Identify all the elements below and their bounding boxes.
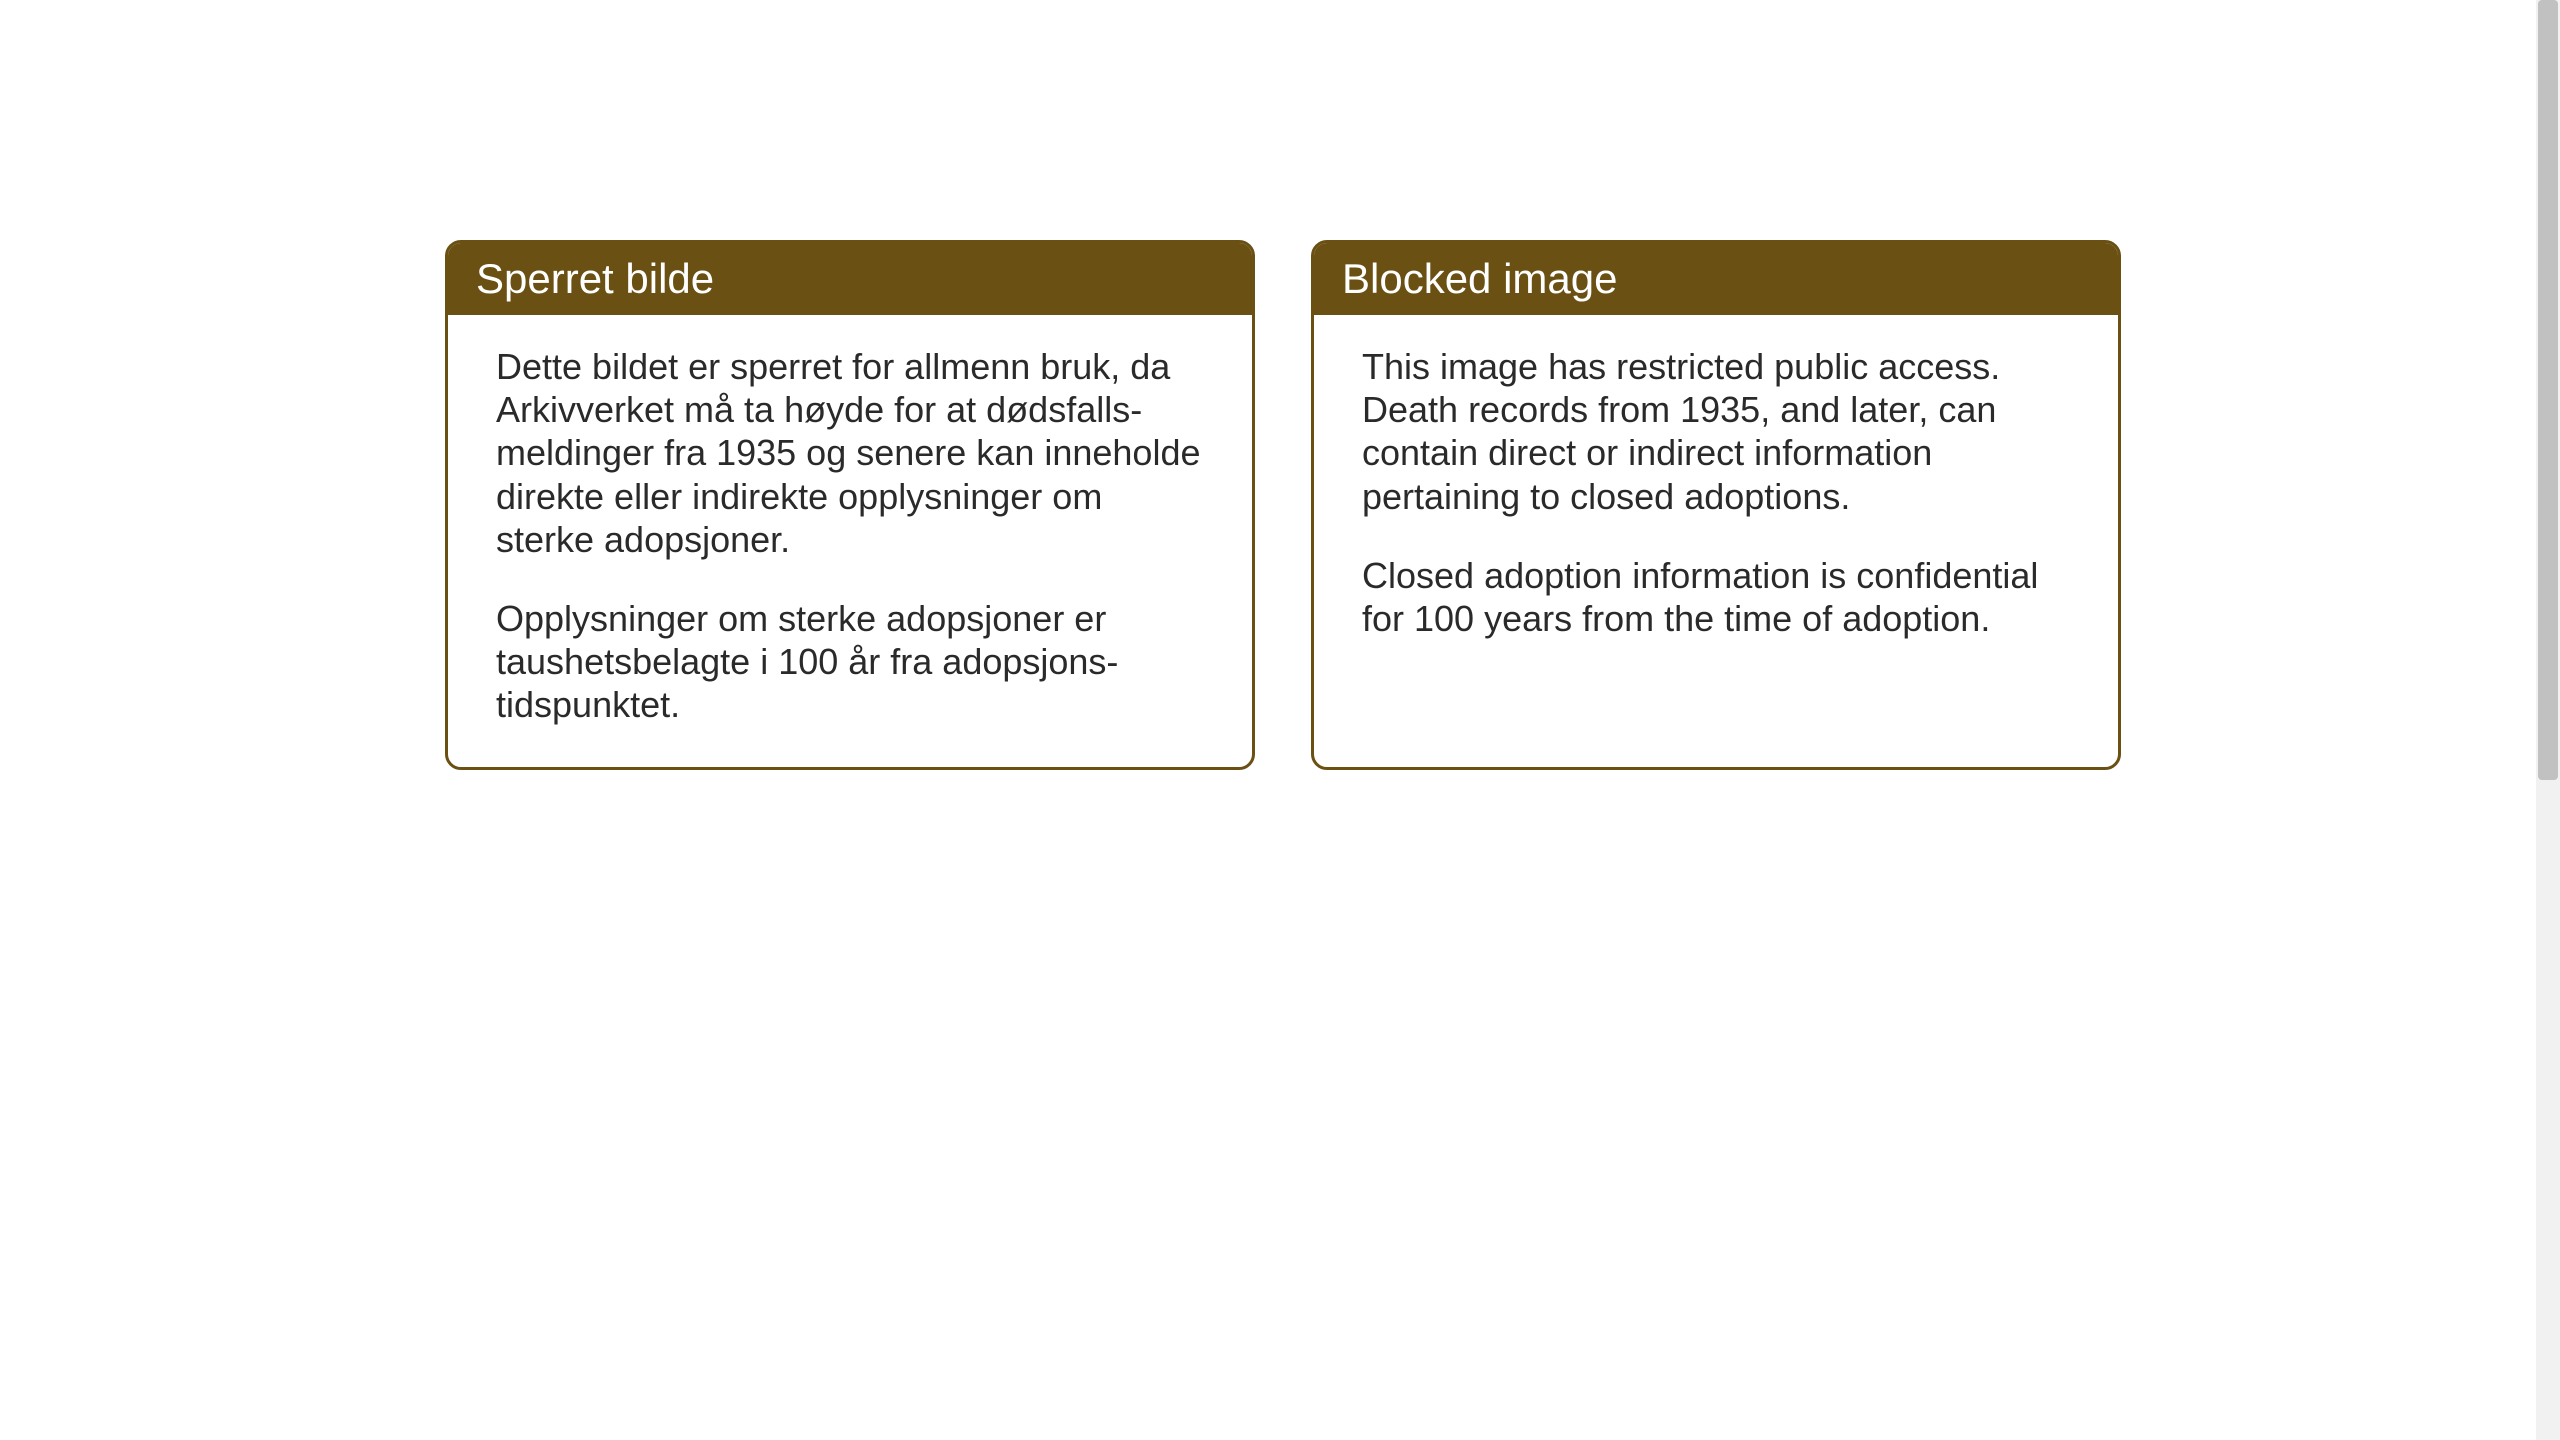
norwegian-notice-card: Sperret bilde Dette bildet er sperret fo… (445, 240, 1255, 770)
english-card-body: This image has restricted public access.… (1314, 315, 2118, 680)
vertical-scrollbar[interactable] (2536, 0, 2560, 1440)
english-card-title: Blocked image (1314, 243, 2118, 315)
english-paragraph-1: This image has restricted public access.… (1362, 345, 2070, 518)
norwegian-card-body: Dette bildet er sperret for allmenn bruk… (448, 315, 1252, 767)
english-paragraph-2: Closed adoption information is confident… (1362, 554, 2070, 640)
norwegian-card-title: Sperret bilde (448, 243, 1252, 315)
notice-cards-container: Sperret bilde Dette bildet er sperret fo… (445, 240, 2121, 770)
norwegian-paragraph-2: Opplysninger om sterke adopsjoner er tau… (496, 597, 1204, 727)
norwegian-paragraph-1: Dette bildet er sperret for allmenn bruk… (496, 345, 1204, 561)
english-notice-card: Blocked image This image has restricted … (1311, 240, 2121, 770)
scrollbar-thumb[interactable] (2538, 0, 2558, 780)
